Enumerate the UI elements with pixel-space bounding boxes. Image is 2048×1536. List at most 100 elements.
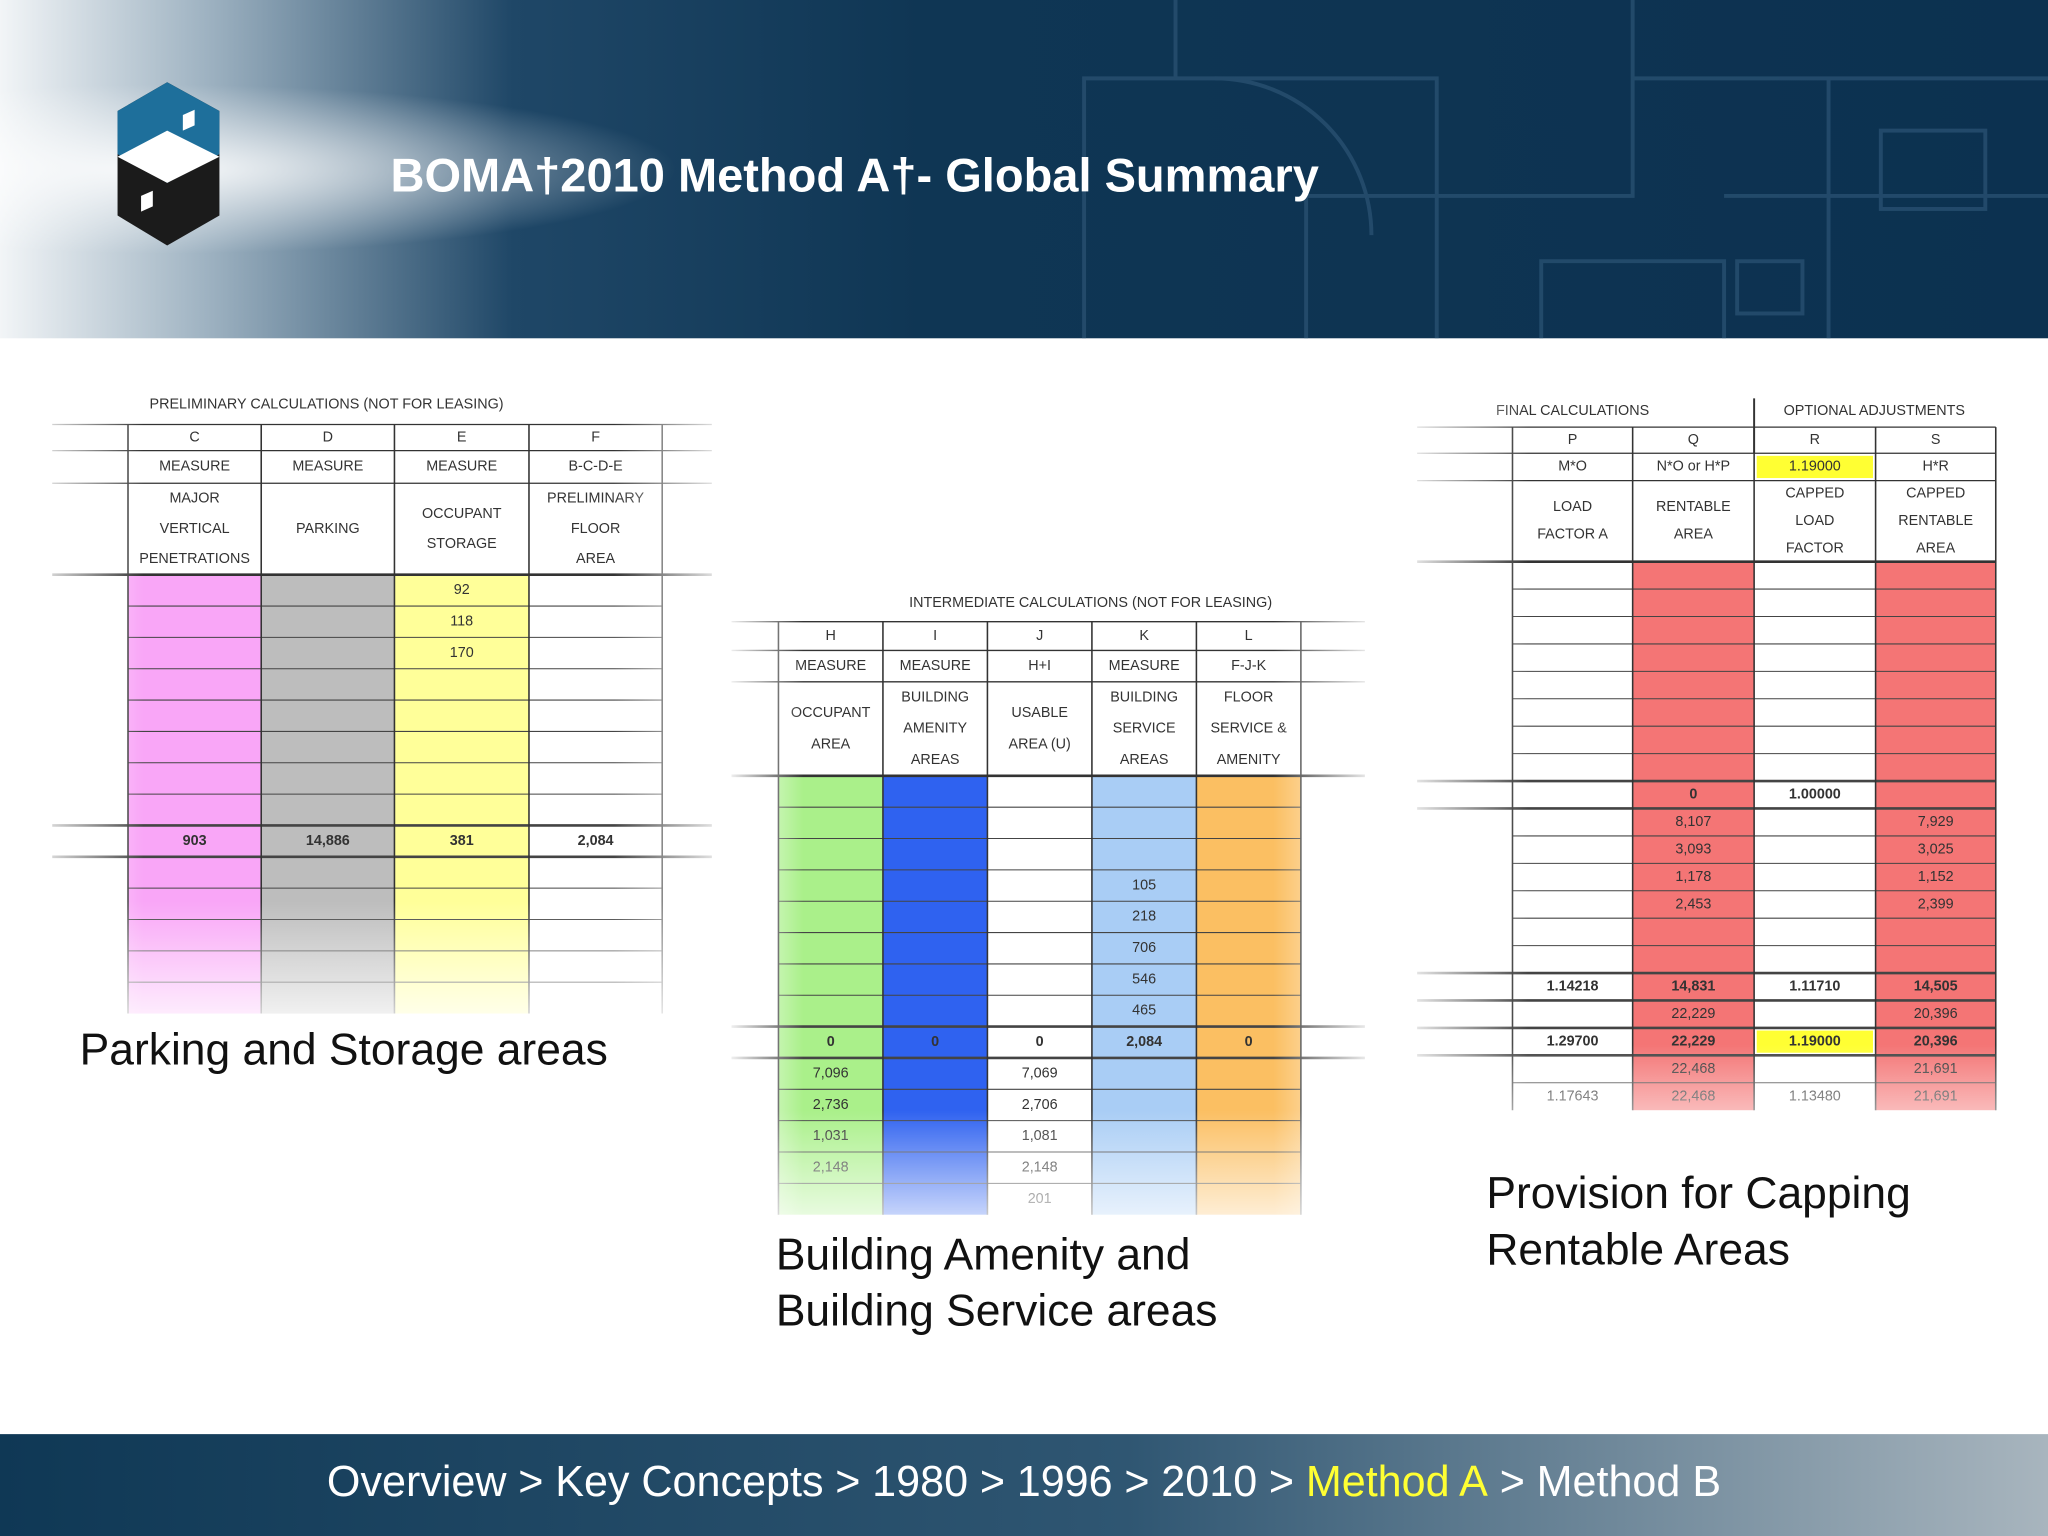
column-formula: F-J-K [1231,658,1267,674]
cell-value: 903 [183,833,207,849]
caption: Rentable Areas [1486,1225,1790,1274]
cell-value: 0 [1689,787,1697,803]
cell-value: 0 [1245,1034,1253,1050]
column-label: RENTABLE [1898,513,1973,529]
cell-value: 2,399 [1918,896,1954,912]
header-glow [0,0,2048,339]
column-label: STORAGE [427,536,497,552]
caption: Building Service areas [776,1287,1218,1336]
slide-title: BOMA†2010 Method A†- Global Summary [391,148,1319,201]
breadcrumb-separator: > [835,1458,860,1506]
column-label: CAPPED [1906,486,1965,502]
cell-value: 8,107 [1675,814,1711,830]
breadcrumb: Overview > Key Concepts >1980 >1996 >2010 > Met… [327,1458,1721,1506]
breadcrumb-separator: > [980,1458,1005,1506]
cell-value: 2,453 [1675,896,1711,912]
column-letter: C [189,429,199,445]
caption: Provision for Capping [1486,1169,1910,1218]
column-label: BUILDING [901,689,969,705]
column-label: MAJOR [169,491,219,507]
cell-value: 1.11710 [1789,979,1840,995]
column-label: OCCUPANT [422,506,502,522]
cell-value: 1,152 [1918,869,1954,885]
column-label: AREA [811,736,851,752]
cell-value: 0 [827,1034,835,1050]
column-label: VERTICAL [160,521,230,537]
column-letter: K [1139,628,1149,644]
cell-value: 3,093 [1675,841,1711,857]
column-label: RENTABLE [1656,499,1731,515]
breadcrumb-item[interactable]: 1996 [1017,1458,1113,1506]
column-label: SERVICE [1113,721,1176,737]
caption: Parking and Storage areas [80,1025,608,1074]
cell-value: 465 [1132,1003,1156,1019]
column-letter: S [1931,432,1941,448]
column-formula: H+I [1028,658,1051,674]
column-letter: Q [1688,432,1699,448]
cell-value: 0 [1036,1034,1044,1050]
column-label: OCCUPANT [791,705,871,721]
cell-value: 546 [1132,971,1156,987]
column-label: AREAS [1120,752,1169,768]
cell-value: 2,736 [813,1097,849,1113]
highlight [1756,455,1873,479]
cell-value: 20,396 [1914,1006,1958,1022]
breadcrumb-item[interactable]: 2010 [1161,1458,1257,1506]
breadcrumb-item[interactable]: Method A [1306,1458,1488,1506]
column-label: AMENITY [903,721,967,737]
column-label: FLOOR [1224,689,1273,705]
breadcrumb-separator: > [1500,1458,1525,1506]
cell-value: 2,084 [1126,1034,1162,1050]
column-label: USABLE [1011,705,1068,721]
column-label: BUILDING [1110,689,1178,705]
column-letter: L [1245,628,1253,644]
breadcrumb-item[interactable]: Overview [327,1458,507,1506]
column-formula: B-C-D-E [568,459,622,475]
cell-value: 381 [450,833,474,849]
caption: Building Amenity and [776,1231,1191,1280]
column-label: AREA [576,551,616,567]
column-formula: MEASURE [426,459,497,475]
column-formula: MEASURE [159,459,230,475]
cell-value: 22,229 [1671,1006,1715,1022]
footer-band [0,1434,2048,1536]
cell-value: 14,831 [1671,979,1715,995]
column-formula: MEASURE [292,459,363,475]
column-label: PARKING [296,521,360,537]
breadcrumb-item[interactable]: 1980 [872,1458,968,1506]
fades [26,378,2025,1254]
column-label: LOAD [1553,499,1592,515]
cell-value: 7,929 [1918,814,1954,830]
column-letter: J [1036,628,1043,644]
column-formula: MEASURE [795,658,866,674]
column-label: AREA (U) [1009,736,1071,752]
column-formula: MEASURE [1109,658,1180,674]
cell-value: 170 [450,645,474,661]
cell-value: 7,096 [813,1065,849,1081]
column-letter: E [457,429,467,445]
cell-value: 92 [454,582,470,598]
breadcrumb-item[interactable]: Key Concepts [555,1458,823,1506]
blueprint [1082,0,2048,339]
cell-value: 1,178 [1675,869,1711,885]
breadcrumb-item[interactable]: Method B [1537,1458,1721,1506]
column-label: FACTOR [1786,540,1844,556]
column-letter: R [1810,432,1820,448]
table-heading: OPTIONAL ADJUSTMENTS [1784,403,1965,419]
column-letter: P [1568,432,1578,448]
cell-value: 1.14218 [1547,979,1599,995]
column-formula: H*R [1923,459,1949,475]
column-label: PENETRATIONS [139,551,250,567]
table-heading: INTERMEDIATE CALCULATIONS (NOT FOR LEASI… [909,595,1272,611]
cell-value: 7,069 [1022,1065,1058,1081]
cell-value: 0 [931,1034,939,1050]
cell-value: 14,886 [306,833,350,849]
cell-value: 218 [1132,909,1156,925]
cell-value: 2,084 [578,833,614,849]
column-letter: I [933,628,937,644]
column-label: FLOOR [571,521,620,537]
column-label: LOAD [1795,513,1834,529]
column-letter: F [591,429,600,445]
